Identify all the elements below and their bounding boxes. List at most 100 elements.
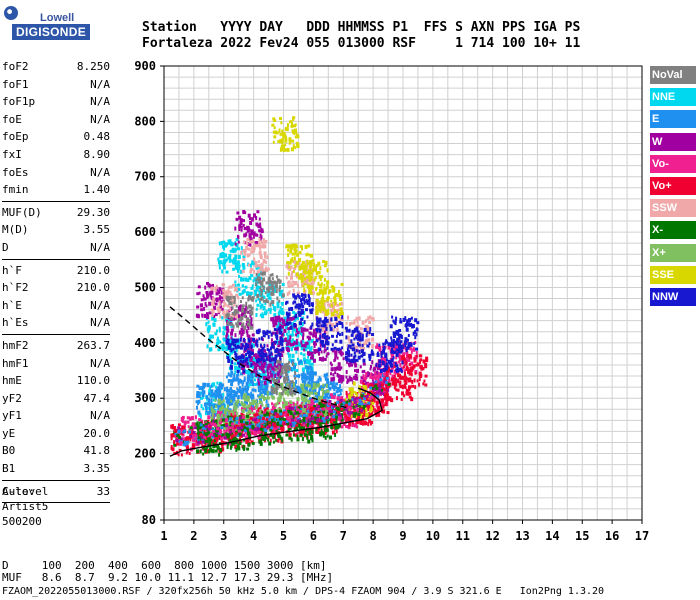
scatter-mark <box>294 146 297 150</box>
scatter-mark <box>211 448 215 453</box>
scatter-mark <box>231 341 235 346</box>
scatter-mark <box>308 359 312 363</box>
header-row-labels: Station YYYY DAY DDD HHMMSS P1 FFS S AXN… <box>142 20 581 35</box>
scatter-mark <box>215 388 219 392</box>
scatter-mark <box>202 294 205 298</box>
scatter-mark <box>314 332 317 337</box>
scatter-mark <box>258 381 261 386</box>
scatter-mark <box>320 275 324 279</box>
scatter-mark <box>326 268 329 273</box>
scatter-mark <box>171 434 175 438</box>
scatter-mark <box>314 268 317 272</box>
scatter-mark <box>303 348 306 352</box>
scatter-mark <box>263 306 266 311</box>
scatter-mark <box>222 305 225 309</box>
scatter-mark <box>209 334 213 339</box>
param-row: D N/A <box>2 239 110 257</box>
scatter-mark <box>290 283 293 288</box>
scatter-mark <box>357 420 360 424</box>
scatter-mark <box>307 355 310 359</box>
scatter-mark <box>284 126 288 131</box>
scatter-mark <box>330 412 334 416</box>
scatter-mark <box>320 426 323 431</box>
scatter-mark <box>249 394 252 399</box>
scatter-mark <box>415 363 418 367</box>
scatter-mark <box>246 325 249 329</box>
scatter-mark <box>350 413 354 418</box>
scatter-mark <box>383 377 386 382</box>
scatter-mark <box>301 380 305 384</box>
scatter-mark <box>399 356 402 361</box>
scatter-mark <box>311 387 314 391</box>
scatter-mark <box>199 449 202 454</box>
scatter-mark <box>257 394 260 398</box>
scatter-mark <box>288 265 291 269</box>
scatter-mark <box>336 386 340 391</box>
scatter-mark <box>274 354 278 359</box>
scatter-mark <box>281 386 285 390</box>
scatter-mark <box>278 290 282 295</box>
scatter-mark <box>304 401 307 405</box>
scatter-mark <box>334 339 338 343</box>
scatter-mark <box>416 362 420 367</box>
scatter-mark <box>315 328 319 332</box>
scatter-mark <box>201 389 205 394</box>
scatter-mark <box>319 377 322 382</box>
scatter-mark <box>254 431 258 436</box>
scatter-mark <box>311 351 314 356</box>
scatter-mark <box>255 359 259 364</box>
scatter-mark <box>256 361 260 365</box>
scatter-mark <box>255 215 258 220</box>
scatter-mark <box>293 248 297 252</box>
scatter-mark <box>385 382 388 387</box>
scatter-mark <box>238 228 241 232</box>
scatter-mark <box>208 311 212 315</box>
scatter-mark <box>310 355 314 360</box>
scatter-mark <box>308 253 311 257</box>
scatter-mark <box>247 374 251 378</box>
scatter-mark <box>259 300 262 304</box>
scatter-mark <box>360 414 363 419</box>
scatter-mark <box>279 348 283 352</box>
param-separator <box>2 200 110 202</box>
scatter-mark <box>252 239 255 243</box>
scatter-mark <box>249 220 253 225</box>
scatter-mark <box>364 319 367 323</box>
scatter-mark <box>228 241 232 245</box>
scatter-mark <box>234 242 237 246</box>
scatter-mark <box>289 245 293 249</box>
scatter-mark <box>309 286 313 290</box>
scatter-mark <box>369 327 372 332</box>
scatter-mark <box>258 395 261 399</box>
scatter-mark <box>277 352 280 357</box>
scatter-mark <box>287 281 290 285</box>
scatter-mark <box>213 318 217 323</box>
scatter-mark <box>244 342 248 347</box>
scatter-mark <box>260 303 264 308</box>
scaled-parameters-panel: foF2 8.250 foF1 N/A foF1p N/A foE N/A foEp 0.48 fx… <box>2 58 110 505</box>
scatter-mark <box>380 400 384 404</box>
scatter-mark <box>325 383 328 388</box>
autoscaling-info: Auto: Artist5 500200 <box>2 484 48 529</box>
scatter-mark <box>281 141 284 145</box>
scatter-mark <box>279 116 283 120</box>
scatter-mark <box>242 289 246 294</box>
scatter-mark <box>272 368 275 372</box>
scatter-mark <box>309 431 312 436</box>
scatter-mark <box>303 327 306 332</box>
scatter-mark <box>267 437 270 442</box>
scatter-mark <box>264 331 268 336</box>
scatter-mark <box>279 436 283 440</box>
scatter-mark <box>298 295 301 300</box>
scatter-mark <box>295 344 299 349</box>
scatter-mark <box>336 303 340 307</box>
scatter-mark <box>293 295 297 299</box>
scatter-mark <box>425 356 429 360</box>
scatter-mark <box>258 272 261 277</box>
scatter-mark <box>259 305 262 310</box>
scatter-mark <box>288 266 292 271</box>
scatter-mark <box>207 283 210 287</box>
scatter-mark <box>328 320 332 324</box>
scatter-mark <box>242 446 246 450</box>
scatter-mark <box>240 379 243 384</box>
